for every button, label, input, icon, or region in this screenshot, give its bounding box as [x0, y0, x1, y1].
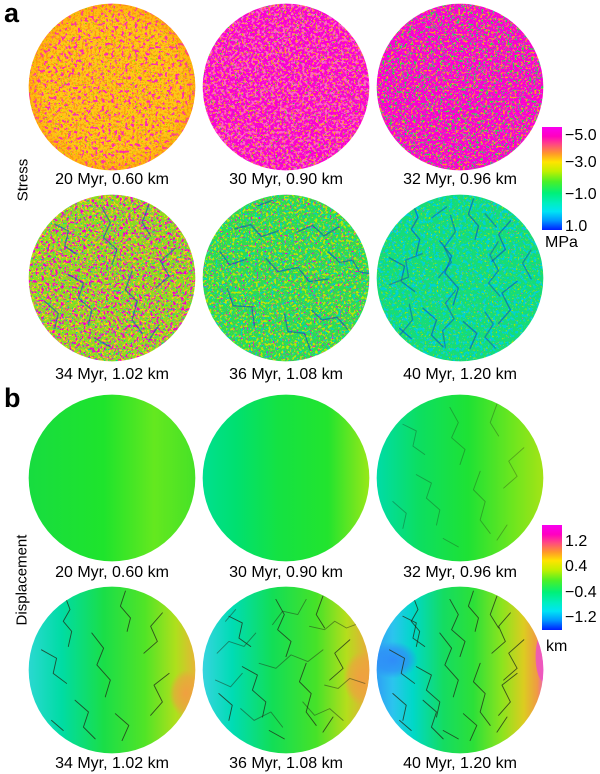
- displacement-colorbar-tick: 0.4: [565, 558, 588, 575]
- displacement-colorbar: [542, 525, 562, 630]
- stress-colorbar-tick: −5.0: [565, 127, 597, 144]
- displacement-colorbar-unit: km: [546, 638, 568, 655]
- sphere-displacement-32myr: [376, 394, 544, 562]
- stress-colorbar: [542, 127, 562, 230]
- sphere-caption: 20 Myr, 0.60 km: [55, 564, 169, 581]
- sphere-caption: 20 Myr, 0.60 km: [55, 171, 169, 188]
- sphere-caption: 34 Myr, 1.02 km: [55, 755, 169, 772]
- sphere-stress-20myr: [28, 3, 196, 171]
- sphere-displacement-30myr: [202, 394, 370, 562]
- panel-a-letter: a: [4, 0, 20, 28]
- sphere-stress-32myr: [376, 3, 544, 171]
- sphere-displacement-36myr: [202, 586, 370, 754]
- sphere-caption: 40 Myr, 1.20 km: [403, 755, 517, 772]
- sphere-stress-30myr: [202, 3, 370, 171]
- sphere-stress-40myr: [376, 194, 544, 362]
- sphere-stress-36myr: [202, 194, 370, 362]
- sphere-displacement-20myr: [28, 394, 196, 562]
- sphere-caption: 32 Myr, 0.96 km: [403, 171, 517, 188]
- sphere-caption: 36 Myr, 1.08 km: [229, 366, 343, 383]
- sphere-caption: 40 Myr, 1.20 km: [403, 366, 517, 383]
- sphere-stress-34myr: [28, 194, 196, 362]
- sphere-caption: 30 Myr, 0.90 km: [229, 564, 343, 581]
- sphere-displacement-40myr: [376, 586, 544, 754]
- stress-colorbar-unit: MPa: [545, 234, 578, 251]
- displacement-colorbar-tick: −0.4: [565, 584, 597, 601]
- stress-colorbar-tick: −1.0: [565, 186, 597, 203]
- stress-colorbar-tick: −3.0: [565, 154, 597, 171]
- panel-b-letter: b: [4, 383, 21, 413]
- displacement-colorbar-tick: −1.2: [565, 609, 597, 626]
- sphere-displacement-34myr: [28, 586, 196, 754]
- stress-colorbar-tick: 1.0: [565, 218, 588, 235]
- sphere-caption: 36 Myr, 1.08 km: [229, 755, 343, 772]
- sphere-caption: 34 Myr, 1.02 km: [55, 366, 169, 383]
- sphere-caption: 30 Myr, 0.90 km: [229, 171, 343, 188]
- displacement-colorbar-tick: 1.2: [565, 533, 588, 550]
- sphere-caption: 32 Myr, 0.96 km: [403, 564, 517, 581]
